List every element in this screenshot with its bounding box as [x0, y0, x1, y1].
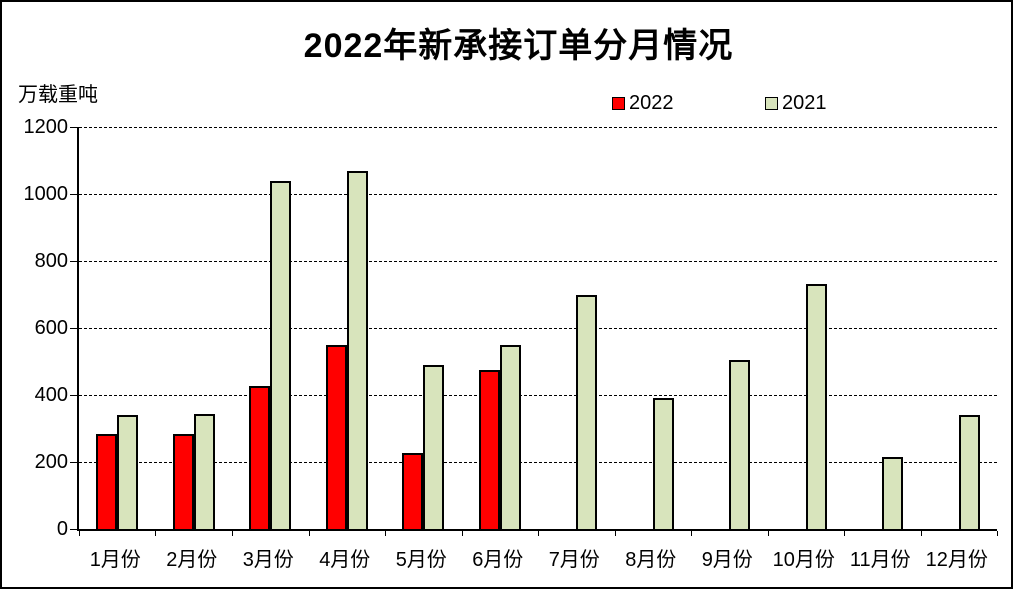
x-category-label-8月份: 8月份: [625, 549, 677, 571]
bar-group-4月份: [309, 127, 386, 529]
bar-2021-12月份: [958, 415, 980, 529]
x-tick-mark: [155, 531, 157, 536]
legend-swatch-2021-icon: [765, 96, 778, 110]
bar-group-6月份: [462, 127, 539, 529]
x-tick-mark: [614, 531, 616, 536]
y-tick-mark: [70, 529, 77, 530]
bar-group-7月份: [538, 127, 615, 529]
x-axis-category-labels: 1月份 2月份 3月份 4月份 5月份 6月份 7月份 8月份 9月份 10月份 11月份 12月份: [77, 543, 995, 572]
legend-label-2022: 2022: [629, 91, 674, 114]
gridline-1200: [79, 127, 997, 128]
bar-2022-2月份: [172, 434, 194, 529]
bar-2021-7月份: [576, 295, 598, 529]
bar-group-12月份: [921, 127, 998, 529]
bar-group-8月份: [615, 127, 692, 529]
gridline-1000: [79, 194, 997, 195]
gridline-400: [79, 395, 997, 396]
bar-group-11月份: [844, 127, 921, 529]
bar-2022-3月份: [249, 386, 271, 529]
gridline-800: [79, 261, 997, 262]
gridline-600: [79, 328, 997, 329]
bar-2022-1月份: [96, 434, 118, 529]
legend-label-2021: 2021: [782, 91, 827, 114]
legend-item-2022: 2022: [612, 92, 674, 114]
bar-2021-4月份: [346, 171, 368, 529]
bar-2021-5月份: [423, 365, 445, 529]
x-tick-mark: [79, 531, 80, 536]
y-tick-mark: [70, 194, 77, 195]
y-tick-label-800: 800: [34, 250, 68, 272]
x-category-label-6月份: 6月份: [472, 549, 524, 571]
bar-2021-6月份: [499, 345, 521, 529]
x-tick-mark: [231, 531, 233, 536]
x-category-label-3月份: 3月份: [242, 549, 294, 571]
x-category-label-2月份: 2月份: [166, 549, 218, 571]
x-tick-mark: [920, 531, 922, 536]
y-tick-label-1000: 1000: [23, 183, 69, 205]
x-tick-mark: [690, 531, 692, 536]
x-category-label-10月份: 10月份: [772, 549, 835, 571]
y-tick-label-200: 200: [34, 451, 68, 473]
x-tick-mark: [997, 531, 998, 536]
y-tick-mark: [70, 328, 77, 329]
legend-swatch-2022-icon: [612, 96, 625, 110]
x-tick-mark: [308, 531, 310, 536]
bar-2021-8月份: [652, 398, 674, 529]
bar-group-1月份: [79, 127, 156, 529]
x-category-label-9月份: 9月份: [701, 549, 753, 571]
legend-item-2021: 2021: [765, 92, 827, 114]
y-tick-label-400: 400: [34, 384, 68, 406]
bar-2021-2月份: [193, 414, 215, 529]
y-axis-tick-labels: 0 200 400 600 800 1000 1200: [2, 116, 69, 540]
bars-container: [79, 127, 997, 529]
plot-area: [70, 127, 998, 536]
x-category-label-5月份: 5月份: [395, 549, 447, 571]
x-category-label-12月份: 12月份: [925, 549, 988, 571]
x-category-label-4月份: 4月份: [319, 549, 371, 571]
bar-2021-3月份: [270, 181, 292, 529]
y-tick-mark: [70, 261, 77, 262]
x-tick-mark: [767, 531, 769, 536]
y-tick-label-0: 0: [56, 518, 68, 540]
bar-group-5月份: [385, 127, 462, 529]
x-tick-mark: [384, 531, 386, 536]
x-tick-mark: [538, 531, 539, 536]
x-category-label-11月份: 11月份: [849, 549, 911, 571]
x-tick-mark: [461, 531, 463, 536]
gridline-200: [79, 462, 997, 463]
x-category-label-1月份: 1月份: [89, 549, 141, 571]
bar-2021-9月份: [729, 360, 751, 529]
bar-2021-1月份: [117, 415, 139, 529]
y-tick-mark: [70, 462, 77, 463]
bar-group-9月份: [691, 127, 768, 529]
bar-2022-6月份: [478, 370, 500, 529]
y-tick-mark: [70, 395, 77, 396]
y-tick-mark: [70, 127, 77, 128]
x-category-label-7月份: 7月份: [548, 549, 600, 571]
bar-2022-5月份: [402, 453, 424, 529]
chart-title: 2022年新承接订单分月情况: [303, 27, 734, 65]
bar-group-3月份: [232, 127, 309, 529]
x-tick-mark: [844, 531, 845, 536]
bar-group-2月份: [156, 127, 233, 529]
bar-2021-11月份: [882, 457, 904, 529]
bar-group-10月份: [768, 127, 845, 529]
y-tick-label-1200: 1200: [23, 116, 69, 138]
bar-2021-10月份: [805, 284, 827, 529]
y-axis-unit-label: 万载重吨: [18, 84, 98, 106]
y-tick-label-600: 600: [34, 317, 68, 339]
bar-2022-4月份: [325, 345, 347, 529]
